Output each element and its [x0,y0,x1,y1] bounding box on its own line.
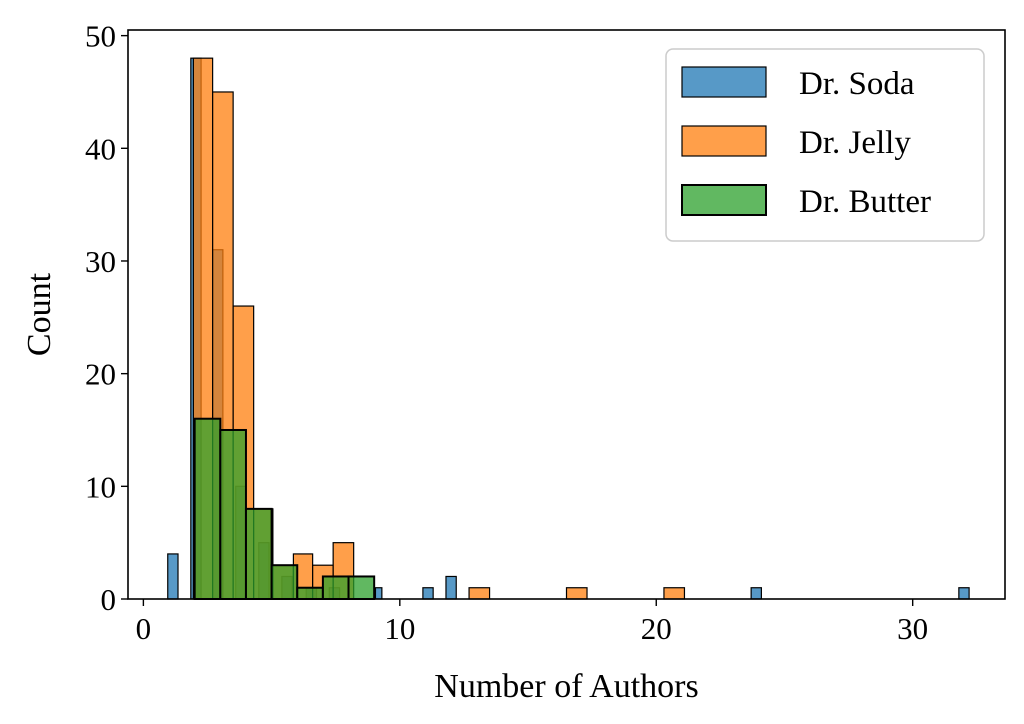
bar [468,587,491,600]
y-tick-label: 30 [85,244,116,279]
bar [958,587,970,600]
x-tick-label: 0 [136,611,152,646]
bar [374,587,383,600]
bar [193,417,222,600]
bar [445,575,457,600]
legend-label: Dr. Soda [799,66,915,102]
bar [565,587,588,600]
bar [422,587,434,600]
y-tick-label: 10 [85,469,116,504]
bar [270,564,299,600]
x-tick-label: 20 [641,611,672,646]
bars-layer [167,57,970,601]
x-axis-label: Number of Authors [434,668,698,705]
ticks-layer: 0 10 20 30 0 10 20 30 40 50 [85,19,928,646]
x-tick-label: 30 [897,611,928,646]
y-tick-label: 50 [85,19,116,54]
bar [167,553,179,600]
legend-label: Dr. Butter [799,184,931,220]
x-tick-label: 10 [384,611,415,646]
bar [219,428,247,601]
bar [296,586,324,600]
bar [321,575,350,600]
legend-swatch [681,125,767,157]
series-2 [193,417,376,601]
legend-swatch [681,184,767,216]
axes-frame [127,29,1006,600]
y-tick-label: 0 [101,582,117,617]
legend: Dr. Soda Dr. Jelly Dr. Butter [665,48,985,242]
legend-swatch [681,66,767,98]
bar [663,587,686,600]
y-axis-label: Count [21,272,58,356]
legend-label: Dr. Jelly [799,125,911,161]
y-tick-label: 20 [85,357,116,392]
bar [347,575,376,600]
bar [750,587,762,600]
bar [244,507,273,600]
y-tick-label: 40 [85,131,116,166]
